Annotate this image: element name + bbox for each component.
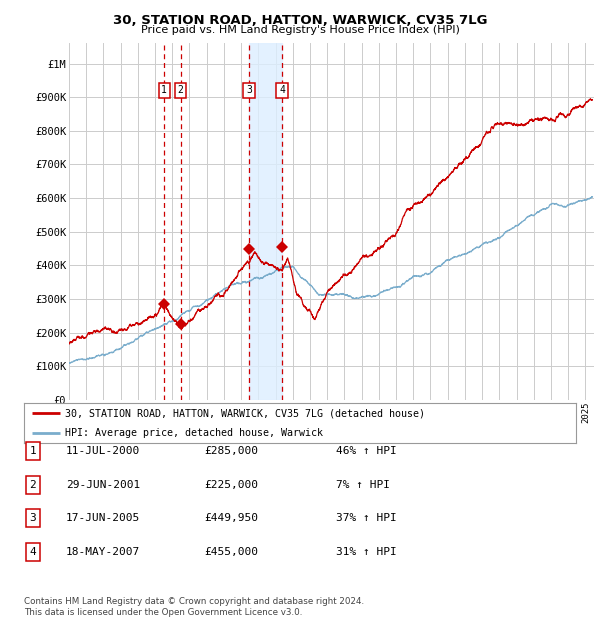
Text: £225,000: £225,000 bbox=[204, 480, 258, 490]
Text: 11-JUL-2000: 11-JUL-2000 bbox=[66, 446, 140, 456]
Text: 2: 2 bbox=[178, 86, 184, 95]
Text: 17-JUN-2005: 17-JUN-2005 bbox=[66, 513, 140, 523]
Text: HPI: Average price, detached house, Warwick: HPI: Average price, detached house, Warw… bbox=[65, 428, 323, 438]
Text: £285,000: £285,000 bbox=[204, 446, 258, 456]
Text: Contains HM Land Registry data © Crown copyright and database right 2024.
This d: Contains HM Land Registry data © Crown c… bbox=[24, 598, 364, 617]
Text: £455,000: £455,000 bbox=[204, 547, 258, 557]
Text: £449,950: £449,950 bbox=[204, 513, 258, 523]
Text: 46% ↑ HPI: 46% ↑ HPI bbox=[336, 446, 397, 456]
Text: 4: 4 bbox=[279, 86, 285, 95]
Text: 18-MAY-2007: 18-MAY-2007 bbox=[66, 547, 140, 557]
Text: 30, STATION ROAD, HATTON, WARWICK, CV35 7LG: 30, STATION ROAD, HATTON, WARWICK, CV35 … bbox=[113, 14, 487, 27]
Text: 30, STATION ROAD, HATTON, WARWICK, CV35 7LG (detached house): 30, STATION ROAD, HATTON, WARWICK, CV35 … bbox=[65, 408, 425, 418]
Text: 29-JUN-2001: 29-JUN-2001 bbox=[66, 480, 140, 490]
Text: 1: 1 bbox=[161, 86, 167, 95]
Text: 7% ↑ HPI: 7% ↑ HPI bbox=[336, 480, 390, 490]
Bar bbox=[249, 43, 282, 400]
Text: 1: 1 bbox=[29, 446, 37, 456]
Text: 3: 3 bbox=[29, 513, 37, 523]
Text: 3: 3 bbox=[246, 86, 252, 95]
Text: 2: 2 bbox=[29, 480, 37, 490]
Text: 37% ↑ HPI: 37% ↑ HPI bbox=[336, 513, 397, 523]
Text: Price paid vs. HM Land Registry's House Price Index (HPI): Price paid vs. HM Land Registry's House … bbox=[140, 25, 460, 35]
Text: 4: 4 bbox=[29, 547, 37, 557]
Text: 31% ↑ HPI: 31% ↑ HPI bbox=[336, 547, 397, 557]
